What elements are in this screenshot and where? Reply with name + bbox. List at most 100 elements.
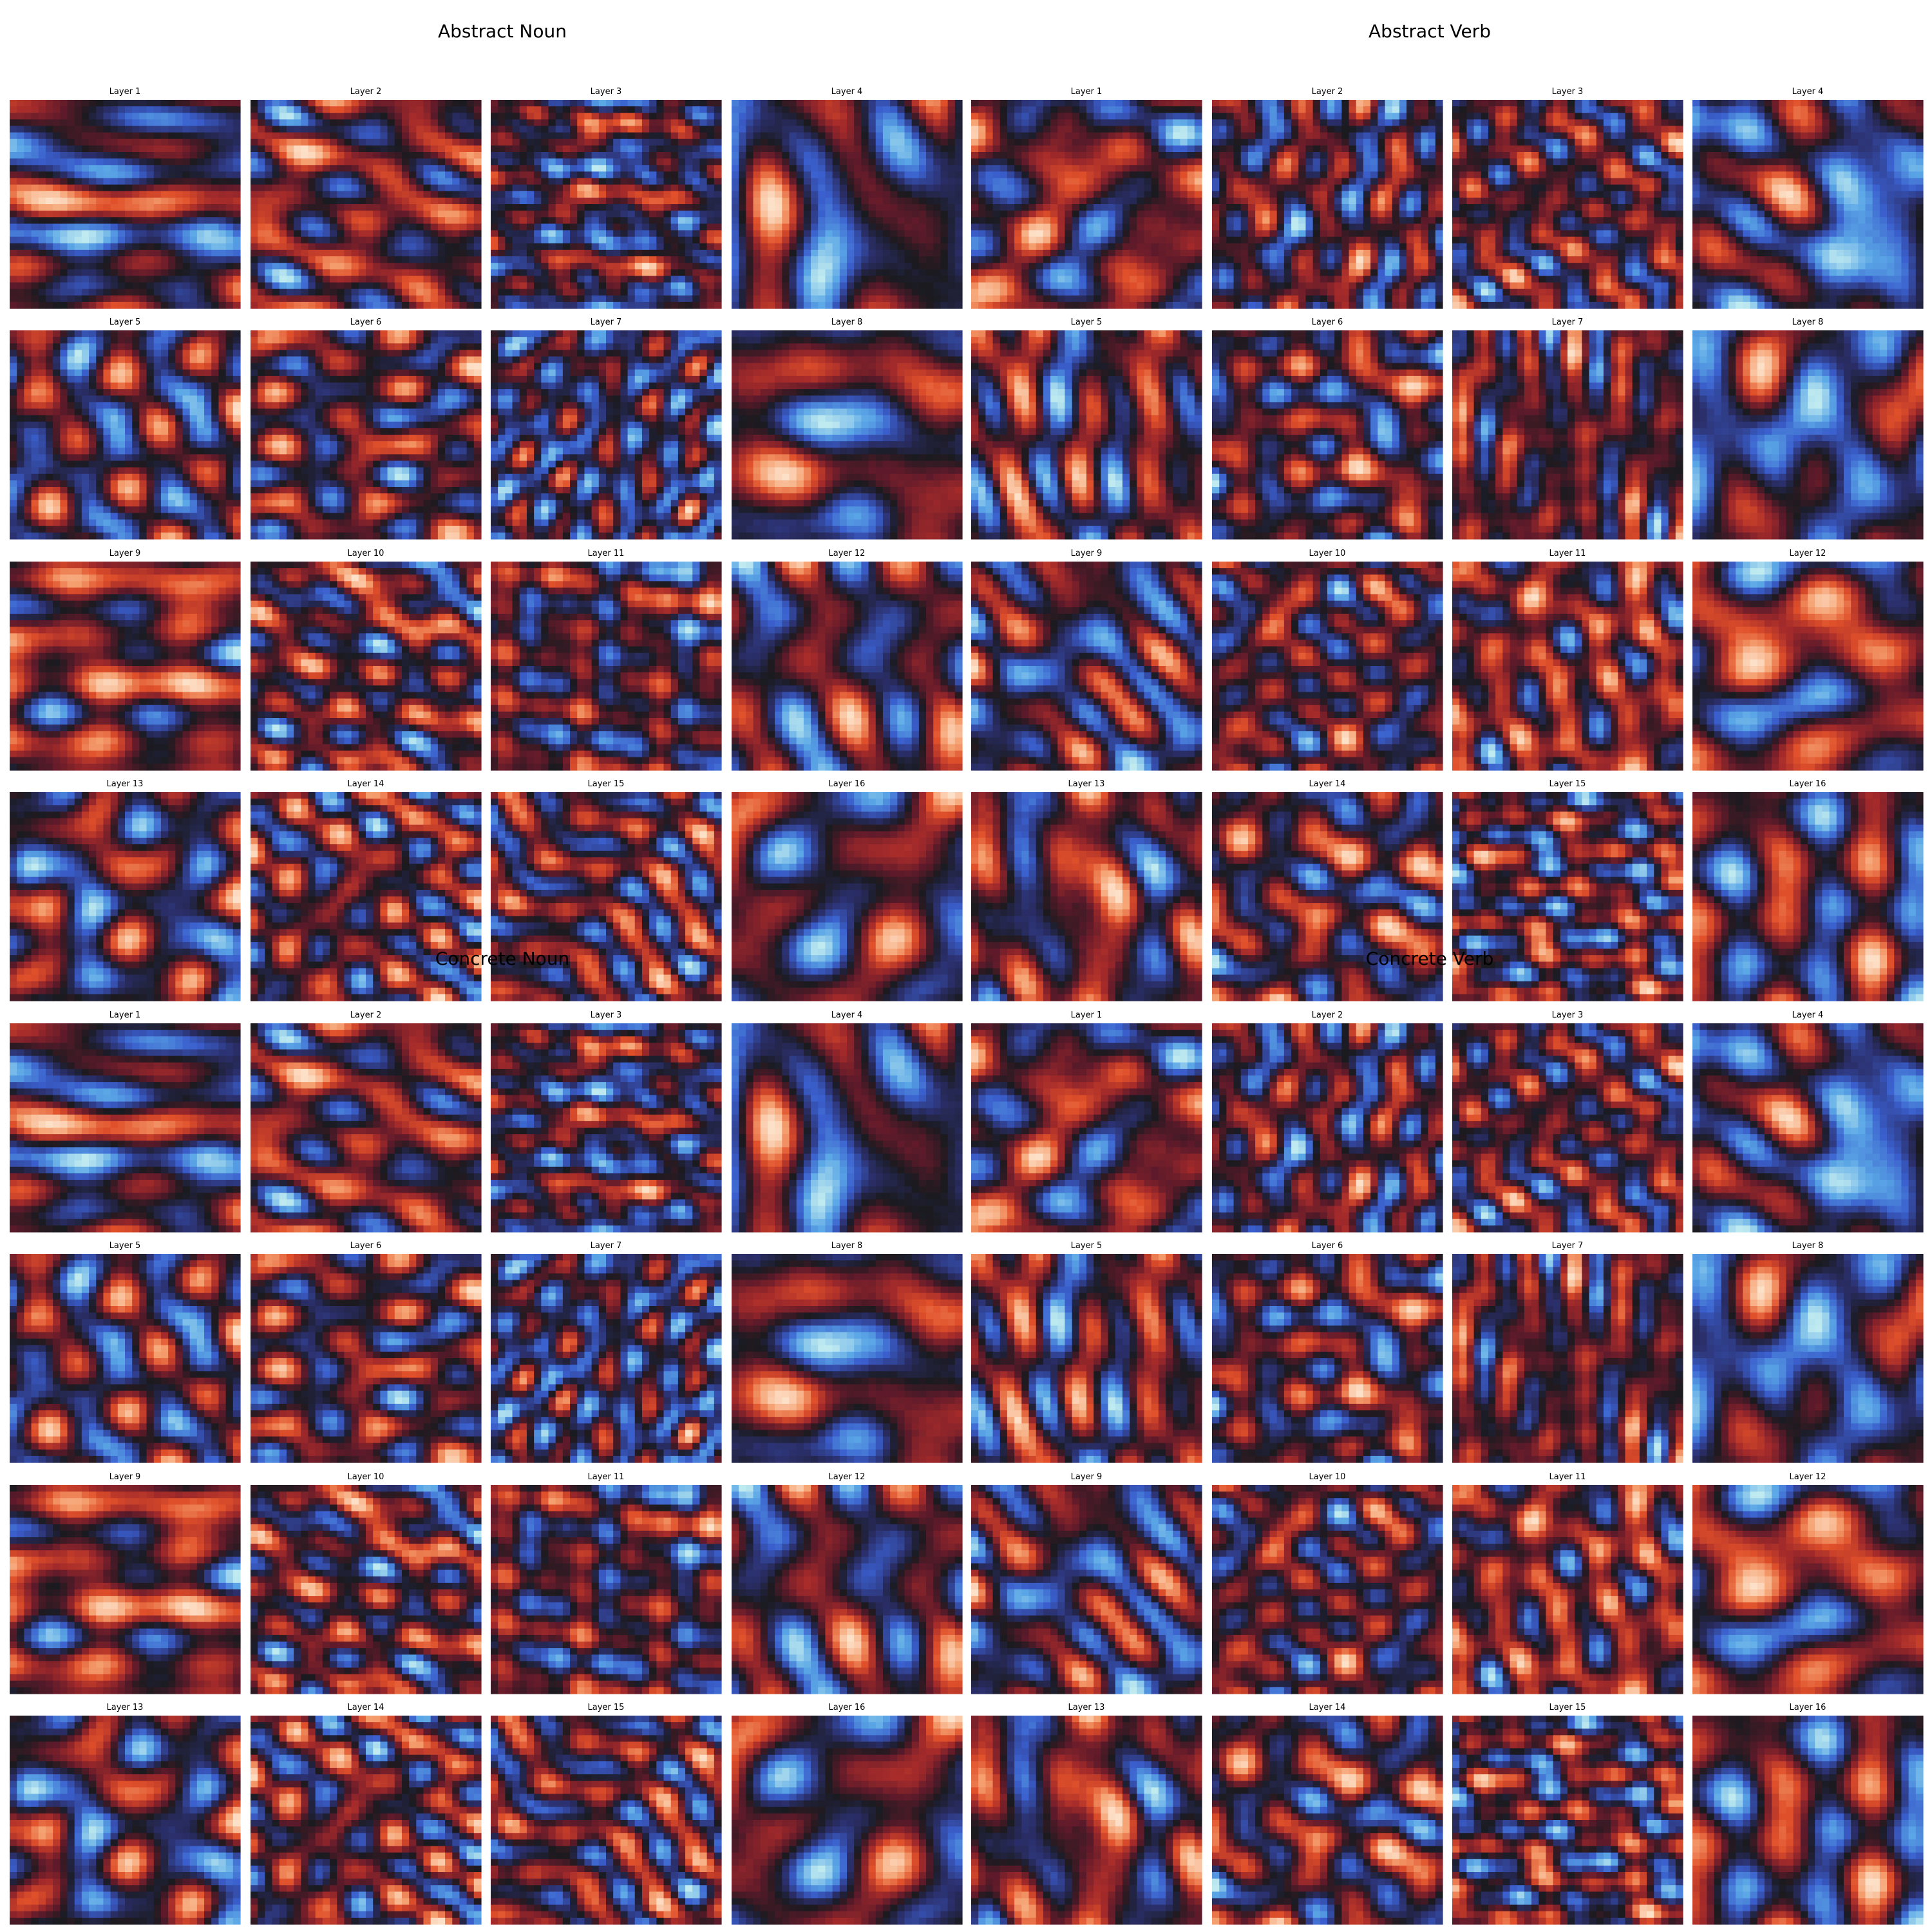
heatmap-cell [190, 217, 198, 224]
heatmap-cell [24, 139, 32, 146]
heatmap-cell [75, 100, 82, 107]
heatmap-cell [68, 185, 75, 192]
heatmap-cell [17, 152, 24, 159]
heatmap-cell [175, 178, 183, 185]
heatmap-cell [82, 171, 90, 178]
heatmap-cell [211, 158, 219, 166]
heatmap-cell [183, 158, 191, 166]
heatmap-cell [96, 178, 104, 185]
heatmap-cell [226, 158, 234, 166]
heatmap-cell [96, 204, 104, 211]
heatmap-cell [183, 139, 191, 146]
heatmap-cell [111, 133, 118, 140]
heatmap-cell [53, 119, 61, 126]
heatmap-cell [233, 178, 241, 185]
heatmap-cell [197, 113, 205, 120]
heatmap-cell [204, 165, 212, 172]
heatmap-cell [125, 171, 133, 178]
heatmap-cell [39, 126, 46, 133]
heatmap-cell [175, 204, 183, 211]
heatmap-cell [218, 171, 226, 178]
heatmap-cell [204, 204, 212, 211]
heatmap-cell [139, 139, 147, 146]
heatmap-cell [204, 178, 212, 185]
heatmap-cell [103, 178, 111, 185]
heatmap-cell [175, 191, 183, 198]
heatmap-cell [154, 178, 162, 185]
heatmap-cell [17, 106, 24, 113]
heatmap-cell [175, 146, 183, 153]
heatmap-cell [103, 191, 111, 198]
heatmap-cell [161, 126, 169, 133]
heatmap-cell [39, 152, 46, 159]
heatmap-cell [154, 204, 162, 211]
heatmap-cell [75, 146, 82, 153]
heatmap-cell [89, 191, 97, 198]
heatmap-cell [154, 198, 162, 205]
heatmap-cell [147, 178, 155, 185]
heatmap-cell [218, 152, 226, 159]
heatmap-cell [168, 126, 176, 133]
heatmap-cell [96, 126, 104, 133]
heatmap-cell [147, 119, 155, 126]
heatmap-cell [233, 171, 241, 178]
heatmap-cell [233, 133, 241, 140]
heatmap-cell [17, 217, 24, 224]
heatmap-cell [139, 204, 147, 211]
heatmap-cell [125, 211, 133, 218]
heatmap-cell [75, 204, 82, 211]
heatmap-cell [168, 158, 176, 166]
heatmap-cell [96, 119, 104, 126]
heatmap-cell [218, 211, 226, 218]
heatmap-cell [60, 139, 68, 146]
heatmap-cell [168, 204, 176, 211]
heatmap-cell [68, 139, 75, 146]
heatmap-cell [132, 198, 140, 205]
heatmap-cell [32, 158, 39, 166]
heatmap-cell [175, 139, 183, 146]
heatmap-cell [197, 119, 205, 126]
heatmap-cell [46, 152, 53, 159]
heatmap-cell [10, 133, 17, 140]
heatmap-cell [190, 113, 198, 120]
heatmap-cell [154, 171, 162, 178]
heatmap-cell [68, 158, 75, 166]
heatmap-cell [139, 100, 147, 107]
heatmap-cell [147, 113, 155, 120]
heatmap-cell [53, 165, 61, 172]
heatmap-cell [161, 191, 169, 198]
heatmap-cell [204, 146, 212, 153]
heatmap-cell [197, 211, 205, 218]
heatmap-cell [154, 185, 162, 192]
heatmap-cell [53, 185, 61, 192]
heatmap-cell [82, 191, 90, 198]
heatmap-cell [125, 126, 133, 133]
heatmap-cell [154, 158, 162, 166]
heatmap-cell [17, 223, 24, 231]
heatmap-cell [53, 126, 61, 133]
heatmap-cell [53, 139, 61, 146]
heatmap-cell [32, 152, 39, 159]
heatmap-cell [46, 165, 53, 172]
heatmap-cell [168, 133, 176, 140]
heatmap-cell [39, 165, 46, 172]
heatmap-cell [24, 106, 32, 113]
heatmap-cell [103, 211, 111, 218]
heatmap-cell [147, 133, 155, 140]
heatmap-cell [53, 171, 61, 178]
heatmap-cell [226, 100, 234, 107]
heatmap-cell [132, 133, 140, 140]
heatmap-cell [161, 113, 169, 120]
heatmap-cell [96, 211, 104, 218]
heatmap-cell [233, 191, 241, 198]
heatmap-cell [161, 185, 169, 192]
heatmap-cell [53, 191, 61, 198]
heatmap-cell [125, 133, 133, 140]
heatmap-cell [132, 119, 140, 126]
heatmap-cell [190, 171, 198, 178]
heatmap-cell [190, 152, 198, 159]
heatmap-cell [161, 165, 169, 172]
heatmap-cell [60, 211, 68, 218]
heatmap-cell [60, 165, 68, 172]
